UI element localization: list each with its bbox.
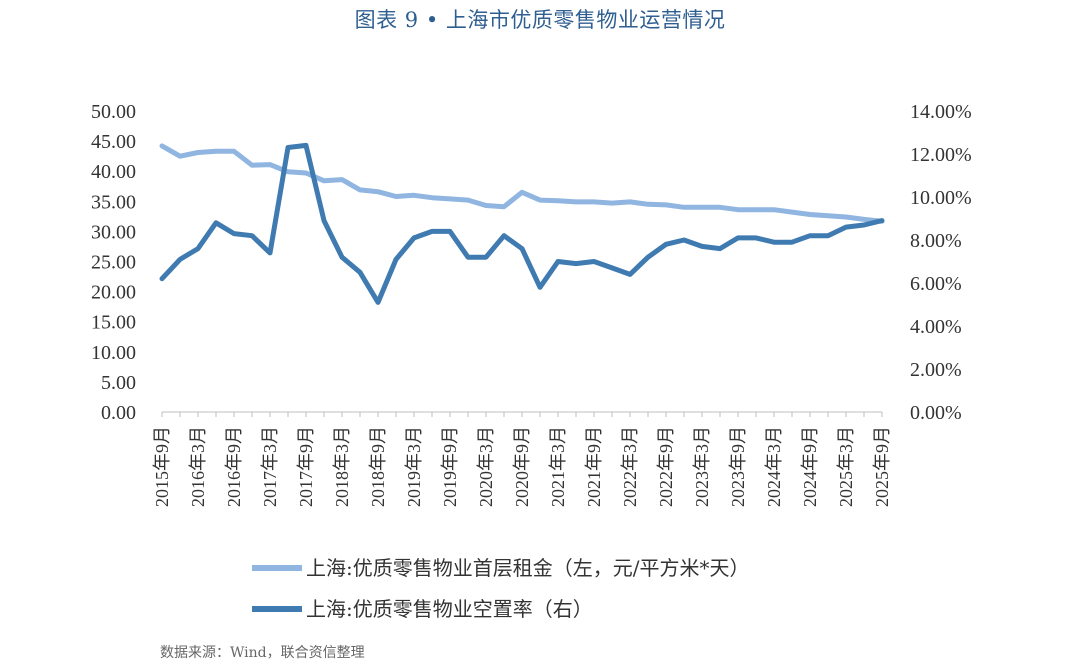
x-axis-tick-label: 2018年3月 bbox=[332, 426, 352, 507]
x-axis-tick-label: 2016年3月 bbox=[188, 426, 208, 507]
x-axis-tick-label: 2022年3月 bbox=[620, 426, 640, 507]
right-axis-tick-label: 14.00% bbox=[910, 101, 972, 123]
left-axis-tick-label: 5.00 bbox=[101, 372, 136, 394]
left-axis-tick-label: 20.00 bbox=[91, 282, 136, 304]
x-axis-tick-label: 2017年9月 bbox=[296, 426, 316, 507]
legend: 上海:优质零售物业首层租金（左，元/平方米*天） 上海:优质零售物业空置率（右） bbox=[252, 556, 749, 621]
series-lines bbox=[159, 142, 885, 305]
left-axis-tick-label: 50.00 bbox=[91, 101, 136, 123]
x-axis-tick-label: 2020年3月 bbox=[476, 426, 496, 507]
right-axis-tick-labels: 14.00% 12.00% 10.00% 8.00% 6.00% 4.00% 2.00% 0.… bbox=[910, 101, 972, 424]
x-axis-tick-label: 2019年3月 bbox=[404, 426, 424, 507]
right-axis-tick-label: 4.00% bbox=[910, 316, 962, 338]
right-axis-tick-label: 2.00% bbox=[910, 359, 962, 381]
x-axis-tick-label: 2020年9月 bbox=[512, 426, 532, 507]
x-axis-tick-label: 2025年3月 bbox=[836, 426, 856, 507]
legend-label: 上海:优质零售物业空置率（右） bbox=[306, 597, 593, 621]
series-line-rent bbox=[159, 143, 885, 224]
x-axis-tick-label: 2019年9月 bbox=[440, 426, 460, 507]
x-axis-tick-label: 2021年3月 bbox=[548, 426, 568, 507]
x-axis-tick-label: 2024年9月 bbox=[800, 426, 820, 507]
x-axis-tick-label: 2025年9月 bbox=[872, 426, 892, 507]
right-axis-tick-label: 12.00% bbox=[910, 144, 972, 166]
left-axis-tick-label: 30.00 bbox=[91, 221, 136, 243]
x-axis-tick-label: 2017年3月 bbox=[260, 426, 280, 507]
x-axis-tick-label: 2016年9月 bbox=[224, 426, 244, 507]
chart-axes bbox=[161, 411, 883, 417]
left-axis-tick-label: 15.00 bbox=[91, 312, 136, 334]
series-line-vacancy bbox=[159, 142, 885, 305]
left-axis-tick-label: 40.00 bbox=[91, 161, 136, 183]
chart-title: 图表 9 • 上海市优质零售物业运营情况 bbox=[354, 8, 726, 32]
right-axis-tick-label: 8.00% bbox=[910, 230, 962, 252]
x-axis-tick-label: 2021年9月 bbox=[584, 426, 604, 507]
x-axis-tick-label: 2024年3月 bbox=[764, 426, 784, 507]
x-axis-tick-label: 2023年9月 bbox=[728, 426, 748, 507]
left-axis-tick-label: 35.00 bbox=[91, 191, 136, 213]
x-axis-tick-label: 2018年9月 bbox=[368, 426, 388, 507]
source-note: 数据来源：Wind，联合资信整理 bbox=[160, 645, 365, 661]
left-axis-tick-label: 45.00 bbox=[91, 131, 136, 153]
legend-label: 上海:优质零售物业首层租金（左，元/平方米*天） bbox=[306, 556, 749, 580]
right-axis-tick-label: 6.00% bbox=[910, 273, 962, 295]
right-axis-tick-label: 0.00% bbox=[910, 402, 962, 424]
left-axis-tick-label: 10.00 bbox=[91, 342, 136, 364]
right-axis-tick-label: 10.00% bbox=[910, 187, 972, 209]
x-axis-tick-label: 2015年9月 bbox=[152, 426, 172, 507]
left-axis-tick-label: 0.00 bbox=[101, 402, 136, 424]
left-axis-tick-label: 25.00 bbox=[91, 252, 136, 274]
x-axis-tick-labels: 2015年9月 2016年3月 2016年9月 2017年3月 2017年9月 2018年… bbox=[152, 426, 892, 507]
x-axis-tick-label: 2022年9月 bbox=[656, 426, 676, 507]
x-axis-tick-label: 2023年3月 bbox=[692, 426, 712, 507]
left-axis-tick-labels: 50.00 45.00 40.00 35.00 30.00 25.00 20.00 15.00… bbox=[91, 101, 136, 424]
